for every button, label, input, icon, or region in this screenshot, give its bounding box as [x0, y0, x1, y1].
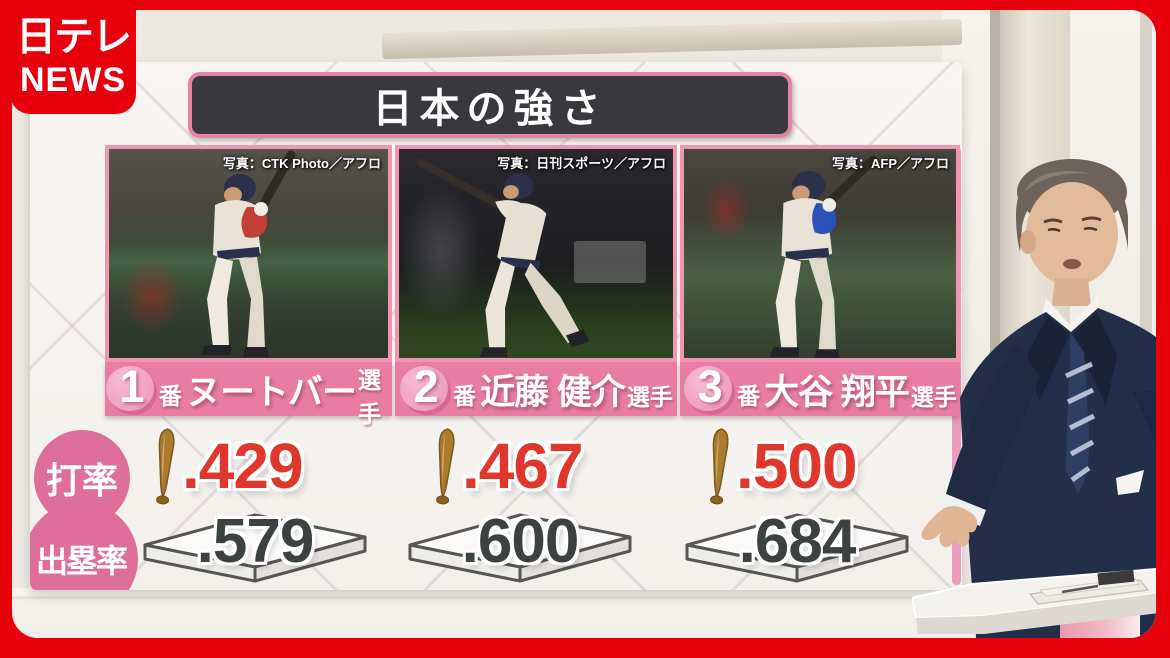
player-name: 近藤 健介 — [480, 372, 626, 412]
studio-rail — [381, 18, 963, 60]
lineup-badge: 1 — [105, 361, 159, 415]
obp-value-1: .579 — [196, 507, 315, 576]
player-honorific: 選手 — [358, 367, 382, 427]
player-honorific: 選手 — [910, 384, 957, 410]
bat-icon — [710, 428, 729, 505]
logo-text-news: NEWS — [20, 61, 126, 99]
photo-credit-3: 写真：AFP／アフロ — [831, 156, 949, 171]
player-name-banner-1: 1 番 ヌートバー 選手 — [105, 361, 392, 427]
on-base-percentage-3: .684 — [677, 505, 917, 587]
lineup-suffix: 番 — [453, 383, 477, 409]
bat-icon — [156, 428, 175, 505]
player-name-banner-2: 2 番 近藤 健介 選手 — [395, 361, 677, 416]
player-name-banner-3: 3 番 大谷 翔平 選手 — [680, 361, 960, 416]
player-card-1: 写真：CTK Photo／アフロ 1 番 ヌートバー 選手 — [105, 145, 392, 427]
panel-title-banner: 日本の強さ — [188, 72, 792, 138]
presenter — [921, 159, 1156, 638]
player-photo-3: 写真：AFP／アフロ — [680, 145, 960, 362]
info-board: 日本の強さ — [30, 62, 962, 590]
logo-text-jp: 日テレ — [16, 15, 132, 59]
lineup-badge: 3 — [683, 361, 737, 415]
batting-average-3: .500 — [702, 425, 858, 507]
lineup-number: 1 — [119, 361, 145, 412]
batter-silhouette-1 — [201, 150, 296, 357]
bat-icon — [436, 428, 455, 505]
panel-title: 日本の強さ — [372, 87, 608, 131]
batting-average-value-3: .500 — [736, 430, 858, 502]
photo-credit-2: 写真：日刊スポーツ／アフロ — [497, 156, 666, 171]
base-icon — [143, 513, 367, 583]
player-honorific: 選手 — [626, 384, 673, 410]
batting-average-1: .429 — [148, 425, 304, 507]
on-base-percentage-2: .600 — [400, 505, 640, 587]
lineup-number-circle — [684, 366, 733, 411]
player-photo-2: 写真：日刊スポーツ／アフロ — [395, 145, 677, 362]
broadcast-screen: 日本の強さ — [12, 10, 1156, 638]
batting-average-label: 打率 — [34, 430, 130, 526]
batter-silhouette-2 — [416, 158, 590, 358]
base-icon — [408, 513, 632, 583]
lineup-badge: 2 — [399, 361, 453, 415]
player-card-2: 写真：日刊スポーツ／アフロ 2 番 近藤 健介 選手 — [395, 145, 677, 416]
obp-value-2: .600 — [461, 507, 580, 576]
lineup-number: 2 — [413, 361, 439, 412]
batter-silhouette-3 — [769, 155, 878, 358]
obp-value-3: .684 — [738, 507, 857, 576]
lineup-suffix: 番 — [737, 383, 761, 409]
player-name: 大谷 翔平 — [764, 372, 910, 412]
lineup-number-circle — [400, 366, 449, 411]
studio-desk — [912, 567, 1156, 634]
photo-credit-1: 写真：CTK Photo／アフロ — [222, 156, 381, 171]
base-icon — [685, 513, 909, 583]
studio-pillar-shadow — [990, 10, 1000, 570]
batting-average-value-2: .467 — [462, 430, 584, 502]
player-photo-1: 写真：CTK Photo／アフロ — [105, 145, 392, 362]
player-name: ヌートバー — [186, 372, 357, 412]
batting-average-value-1: .429 — [182, 430, 304, 502]
lineup-number-circle — [106, 366, 154, 411]
on-base-percentage-label: 出塁率 — [30, 502, 138, 590]
batting-average-2: .467 — [428, 425, 584, 507]
lineup-suffix: 番 — [159, 383, 182, 409]
ntv-news-logo: 日テレ NEWS — [10, 0, 136, 114]
on-base-percentage-1: .579 — [135, 505, 375, 587]
lineup-number: 3 — [697, 361, 723, 412]
player-card-3: 写真：AFP／アフロ 3 番 大谷 翔平 選手 — [680, 145, 960, 416]
